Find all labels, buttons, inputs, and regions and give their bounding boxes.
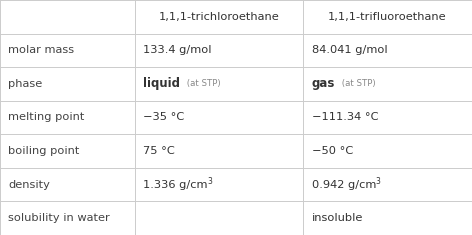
Text: 3: 3: [208, 177, 212, 186]
Text: (at STP): (at STP): [339, 79, 375, 88]
Text: boiling point: boiling point: [8, 146, 80, 156]
Text: (at STP): (at STP): [184, 79, 220, 88]
Text: melting point: melting point: [8, 113, 85, 122]
Text: −35 °C: −35 °C: [143, 113, 184, 122]
Text: liquid: liquid: [143, 77, 180, 90]
Text: 84.041 g/mol: 84.041 g/mol: [312, 45, 387, 55]
Text: gas: gas: [312, 77, 335, 90]
Text: 133.4 g/mol: 133.4 g/mol: [143, 45, 211, 55]
Text: 1,1,1-trifluoroethane: 1,1,1-trifluoroethane: [328, 12, 447, 22]
Text: phase: phase: [8, 79, 43, 89]
Text: density: density: [8, 180, 51, 190]
Text: −111.34 °C: −111.34 °C: [312, 113, 378, 122]
Text: solubility in water: solubility in water: [8, 213, 110, 223]
Text: 1.336 g/cm: 1.336 g/cm: [143, 180, 208, 190]
Text: molar mass: molar mass: [8, 45, 75, 55]
Text: 75 °C: 75 °C: [143, 146, 175, 156]
Text: −50 °C: −50 °C: [312, 146, 353, 156]
Text: 3: 3: [376, 177, 381, 186]
Text: 1,1,1-trichloroethane: 1,1,1-trichloroethane: [159, 12, 279, 22]
Text: insoluble: insoluble: [312, 213, 363, 223]
Text: 0.942 g/cm: 0.942 g/cm: [312, 180, 376, 190]
